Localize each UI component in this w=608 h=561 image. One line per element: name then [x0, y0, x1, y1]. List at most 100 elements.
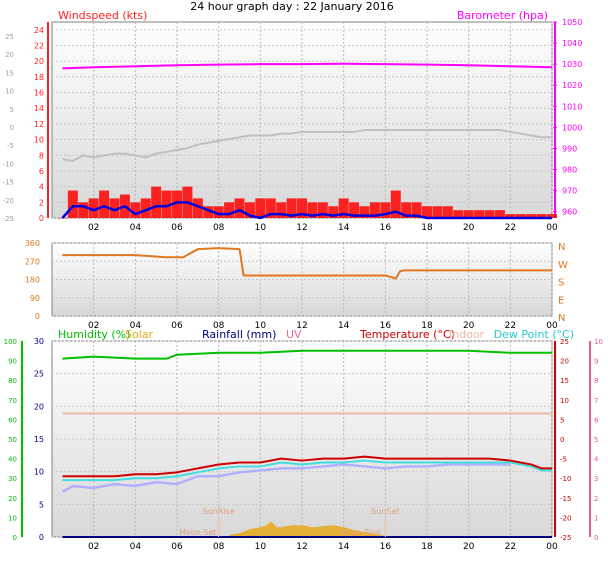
- temp-y-tick-label: 0: [560, 436, 564, 444]
- x-tick-label: 10: [255, 223, 267, 233]
- temp-y-tick-label: 25: [560, 338, 569, 346]
- legend-humidity: Humidity (%): [58, 328, 130, 341]
- wind-y-tick-label: 2: [39, 198, 44, 207]
- x-tick-label: 20: [463, 542, 475, 552]
- humidity-y-tick-label: 30: [8, 475, 17, 483]
- x-tick-label: 04: [130, 542, 142, 552]
- windspeed-bar: [244, 202, 255, 218]
- windspeed-bar: [349, 202, 360, 218]
- x-tick-label: 14: [338, 542, 350, 552]
- temp-y-tick-label: -10: [560, 475, 571, 483]
- wind-y-tick-label: 0: [39, 214, 44, 223]
- barometer-line: [62, 62, 553, 70]
- windspeed-bar: [317, 202, 328, 218]
- x-tick-label: 14: [338, 223, 350, 233]
- temp-y-tick-label: -20: [560, 514, 571, 522]
- x-tick-label: 00: [546, 321, 558, 331]
- x-tick-label: 22: [505, 321, 516, 331]
- x-tick-label: 04: [130, 223, 142, 233]
- windspeed-bar: [297, 198, 307, 218]
- humidity-y-tick-label: 50: [8, 436, 17, 444]
- windspeed-bar: [255, 198, 266, 218]
- baro-y-tick-label: 1030: [562, 60, 582, 69]
- temp-y-tick-label: 10: [560, 397, 569, 405]
- temp-y-tick-label: 5: [560, 416, 564, 424]
- compass-label: S: [558, 278, 564, 289]
- uv-y-tick-label: 1: [594, 514, 598, 522]
- wind-y-tick-label: 12: [34, 120, 44, 129]
- rain-y-tick-label: 30: [34, 337, 44, 346]
- windspeed-bar: [265, 198, 276, 218]
- outer-tick-label: 0: [10, 124, 14, 132]
- outer-tick-label: -15: [3, 179, 14, 187]
- humidity-y-tick-label: 40: [8, 456, 17, 464]
- x-tick-label: 16: [380, 542, 392, 552]
- direction-y-tick-label: 180: [25, 276, 40, 285]
- outer-tick-label: -5: [7, 142, 14, 150]
- windspeed-bar: [140, 198, 151, 218]
- x-tick-label: 12: [296, 321, 307, 331]
- uv-y-tick-label: 7: [594, 397, 598, 405]
- windspeed-bar: [390, 190, 401, 218]
- windspeed-bar: [88, 198, 99, 218]
- legend-barometer: Barometer (hpa): [457, 9, 548, 22]
- wind-y-tick-label: 4: [39, 183, 44, 192]
- windspeed-bar: [57, 218, 68, 219]
- rain-y-tick-label: 20: [34, 402, 44, 411]
- outer-tick-label: -20: [3, 197, 14, 205]
- rain-y-tick-label: 10: [34, 468, 44, 477]
- windspeed-bar: [359, 206, 370, 218]
- x-tick-label: 08: [213, 321, 225, 331]
- uv-y-tick-label: 0: [594, 534, 598, 542]
- humidity-y-tick-label: 70: [8, 397, 17, 405]
- outer-tick-label: -25: [3, 215, 14, 223]
- windspeed-bar: [432, 206, 443, 218]
- wind-y-tick-label: 6: [39, 167, 44, 176]
- x-tick-label: 14: [338, 321, 350, 331]
- windspeed-bar: [276, 202, 287, 218]
- baro-y-tick-label: 1010: [562, 102, 582, 111]
- direction-y-tick-label: 270: [25, 257, 40, 266]
- uv-y-tick-label: 10: [594, 338, 603, 346]
- uv-y-tick-label: 3: [594, 475, 598, 483]
- legend-indoor: Indoor: [449, 328, 485, 341]
- outer-tick-label: 5: [10, 106, 14, 114]
- x-tick-label: 20: [463, 223, 475, 233]
- baro-y-tick-label: 970: [562, 187, 577, 196]
- legend-dewpoint: Dew Point (°C): [494, 328, 574, 341]
- windspeed-bar: [203, 206, 214, 218]
- x-tick-label: 08: [213, 223, 225, 233]
- average-speed-line: [61, 201, 552, 220]
- humidity-y-tick-label: 80: [8, 377, 17, 385]
- temp-y-tick-label: -25: [560, 534, 571, 542]
- windspeed-bar: [234, 198, 245, 218]
- x-tick-label: 10: [255, 542, 267, 552]
- x-tick-label: 06: [171, 542, 183, 552]
- temp-y-tick-label: 15: [560, 377, 569, 385]
- wind-y-tick-label: 8: [39, 151, 44, 160]
- humidity-y-tick-label: 20: [8, 495, 17, 503]
- windspeed-bar: [494, 210, 505, 218]
- x-tick-label: 08: [213, 542, 225, 552]
- outer-tick-label: 15: [5, 69, 14, 77]
- compass-label: N: [558, 242, 565, 253]
- x-tick-label: 20: [463, 321, 475, 331]
- x-tick-label: 10: [255, 321, 267, 331]
- windspeed-bar: [109, 198, 120, 218]
- windspeed-bar: [151, 186, 162, 218]
- windspeed-bar: [526, 214, 537, 218]
- windspeed-bar: [328, 206, 339, 218]
- x-tick-label: 18: [421, 223, 433, 233]
- wind-y-tick-label: 14: [34, 104, 44, 113]
- wind-y-tick-label: 24: [34, 26, 44, 35]
- windspeed-bar: [161, 190, 172, 218]
- rain-y-tick-label: 15: [34, 435, 44, 444]
- rain-y-tick-label: 5: [39, 500, 44, 509]
- legend-windspeed: Windspeed (kts): [58, 9, 147, 22]
- humidity-y-tick-label: 90: [8, 358, 17, 366]
- x-tick-label: 16: [380, 223, 392, 233]
- humidity-y-tick-label: 60: [8, 416, 17, 424]
- windspeed-bar: [369, 202, 380, 218]
- uv-y-tick-label: 6: [594, 416, 599, 424]
